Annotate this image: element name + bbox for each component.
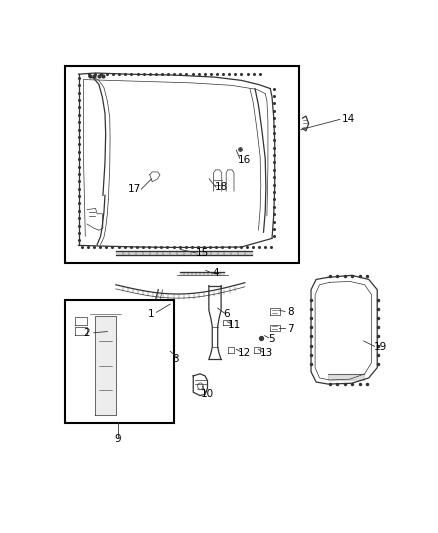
Bar: [65, 300, 173, 423]
Text: 9: 9: [114, 434, 121, 445]
Text: 8: 8: [287, 307, 294, 317]
Text: 18: 18: [215, 182, 228, 192]
Text: 16: 16: [238, 156, 251, 165]
Text: 1: 1: [148, 309, 155, 319]
Text: 13: 13: [260, 348, 274, 358]
Text: 15: 15: [196, 248, 209, 258]
Text: 12: 12: [238, 348, 251, 358]
Text: 14: 14: [342, 115, 355, 124]
Text: 19: 19: [374, 342, 387, 352]
Text: 6: 6: [223, 309, 230, 319]
Text: 10: 10: [201, 389, 214, 399]
Text: 17: 17: [128, 184, 141, 194]
Text: 5: 5: [268, 334, 276, 344]
Bar: [65, 66, 299, 263]
Text: 7: 7: [287, 324, 294, 334]
Text: 4: 4: [213, 268, 219, 278]
Text: 3: 3: [172, 354, 179, 365]
Text: 11: 11: [228, 320, 241, 329]
Text: 2: 2: [84, 328, 90, 338]
